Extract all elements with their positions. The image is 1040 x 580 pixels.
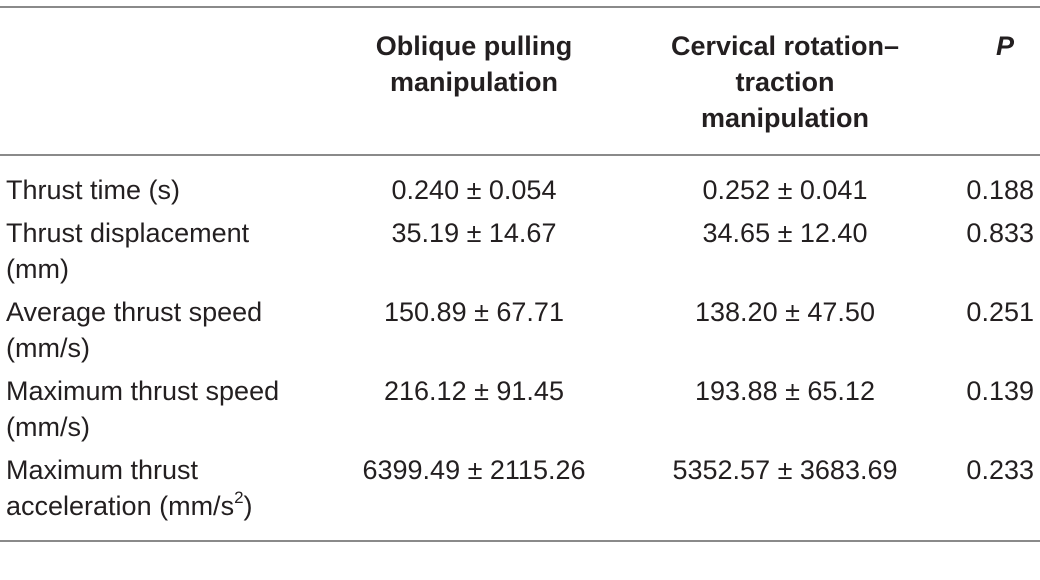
- header-oblique-text: Oblique pulling manipulation: [375, 31, 573, 97]
- p-value: 0.833: [966, 218, 1034, 248]
- header-cervical-text: Cervical rotation–traction manipulation: [670, 31, 900, 133]
- row-label: Thrust displacement (mm): [0, 215, 318, 294]
- table-row: Thrust time (s) 0.240 ± 0.054 0.252 ± 0.…: [0, 155, 1040, 215]
- table-row: Maximum thrust acceleration (mm/s2) 6399…: [0, 452, 1040, 541]
- table-row: Average thrust speed (mm/s) 150.89 ± 67.…: [0, 294, 1040, 373]
- oblique-value: 35.19 ± 14.67: [391, 218, 557, 248]
- results-table: Oblique pulling manipulation Cervical ro…: [0, 6, 1040, 542]
- table-body: Thrust time (s) 0.240 ± 0.054 0.252 ± 0.…: [0, 155, 1040, 541]
- p-value: 0.188: [966, 175, 1034, 205]
- row-label: Maximum thrust acceleration (mm/s2): [0, 452, 318, 541]
- header-oblique-pulling: Oblique pulling manipulation: [318, 7, 630, 155]
- table-row: Thrust displacement (mm) 35.19 ± 14.67 3…: [0, 215, 1040, 294]
- row-label-tail: ): [243, 491, 253, 521]
- oblique-value: 0.240 ± 0.054: [391, 175, 557, 205]
- cervical-value: 34.65 ± 12.40: [702, 218, 868, 248]
- row-label-line1: Average thrust speed: [6, 297, 263, 327]
- row-label-line2: (mm/s): [6, 412, 90, 442]
- oblique-value: 6399.49 ± 2115.26: [362, 455, 586, 485]
- row-label-line2: (mm/s): [6, 333, 90, 363]
- row-label-line1: Thrust displacement: [6, 218, 250, 248]
- row-label-line1: Maximum thrust speed: [6, 376, 280, 406]
- oblique-value: 216.12 ± 91.45: [384, 376, 564, 406]
- cervical-value: 193.88 ± 65.12: [695, 376, 875, 406]
- row-label-line2: acceleration (mm/s: [6, 491, 235, 521]
- row-label-line2: (mm): [6, 254, 69, 284]
- row-label: Average thrust speed (mm/s): [0, 294, 318, 373]
- cervical-value: 5352.57 ± 3683.69: [672, 455, 898, 485]
- table-row: Maximum thrust speed (mm/s) 216.12 ± 91.…: [0, 373, 1040, 452]
- row-label-line1: Maximum thrust: [6, 455, 199, 485]
- p-value: 0.233: [966, 455, 1034, 485]
- superscript-two: 2: [234, 488, 244, 507]
- header-row: Oblique pulling manipulation Cervical ro…: [0, 7, 1040, 155]
- oblique-value: 150.89 ± 67.71: [384, 297, 564, 327]
- cervical-value: 138.20 ± 47.50: [695, 297, 875, 327]
- row-label: Thrust time (s): [0, 155, 318, 215]
- row-label-line1: Thrust time (s): [6, 175, 181, 205]
- p-value: 0.139: [966, 376, 1034, 406]
- row-label: Maximum thrust speed (mm/s): [0, 373, 318, 452]
- p-value: 0.251: [966, 297, 1034, 327]
- header-p-value: P: [995, 31, 1014, 61]
- cervical-value: 0.252 ± 0.041: [702, 175, 868, 205]
- table-header: Oblique pulling manipulation Cervical ro…: [0, 7, 1040, 155]
- header-cervical-rotation: Cervical rotation–traction manipulation: [630, 7, 940, 155]
- header-empty-cell: [0, 7, 318, 155]
